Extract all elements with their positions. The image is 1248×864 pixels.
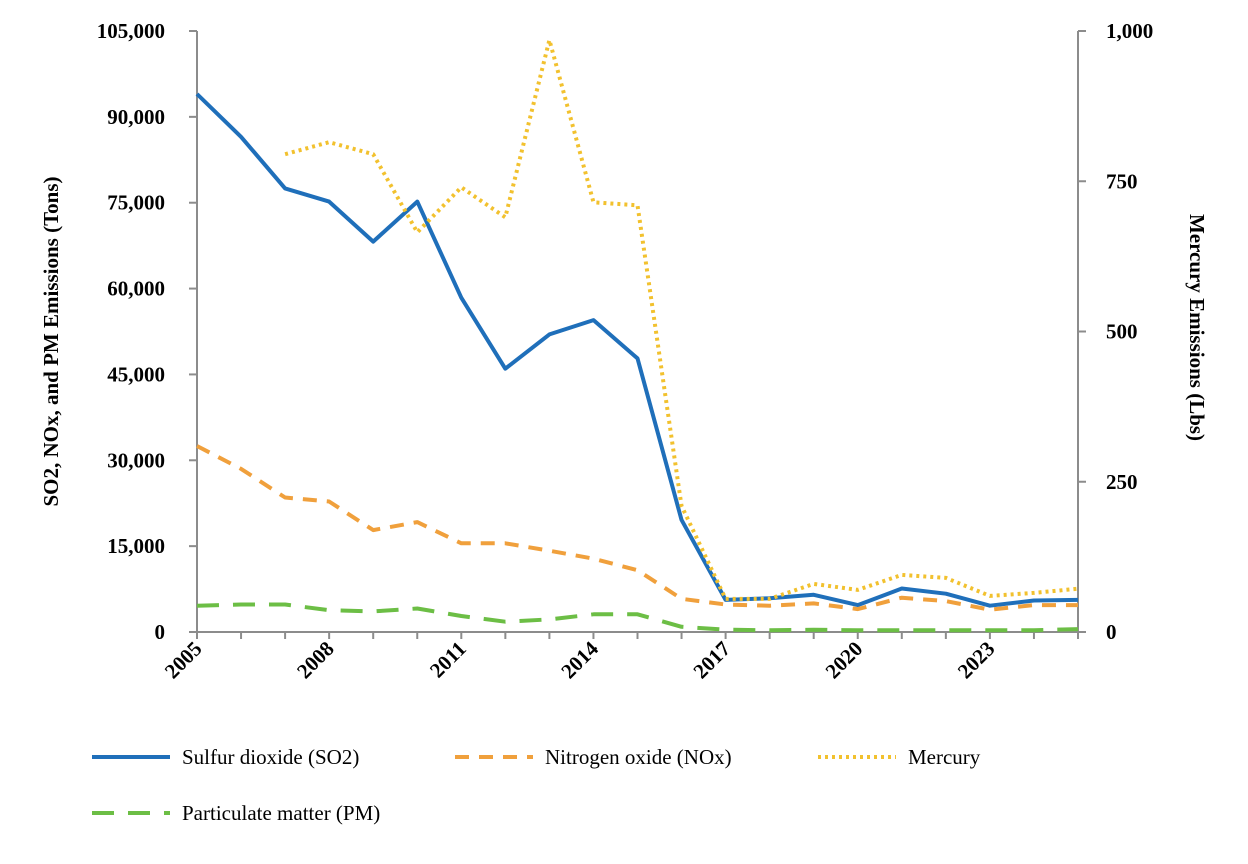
x-tick-label: 2023 (953, 637, 1000, 684)
right-axis-title: Mercury Emissions (Lbs) (1185, 214, 1209, 441)
legend: Sulfur dioxide (SO2) Nitrogen oxide (NOx)… (92, 745, 981, 825)
legend-label: Mercury (908, 745, 981, 769)
axes: 0 15,000 30,000 45,000 60,000 75,000 90,000 105… (39, 19, 1209, 683)
left-tick-label: 45,000 (107, 362, 165, 386)
left-tick-label: 0 (155, 620, 166, 644)
x-tick-label: 2008 (292, 637, 339, 684)
legend-label: Nitrogen oxide (NOx) (545, 745, 732, 769)
right-tick-label: 0 (1106, 620, 1117, 644)
right-tick-label: 750 (1106, 169, 1138, 193)
series-line-4 (196, 602, 1079, 633)
right-tick-label: 250 (1106, 470, 1138, 494)
left-tick-label: 75,000 (107, 191, 165, 215)
x-tick-label: 2017 (688, 637, 735, 684)
series-line-3 (284, 38, 1079, 601)
x-tick-label: 2011 (425, 637, 471, 683)
left-tick-label: 15,000 (107, 534, 165, 558)
series-line-2 (196, 444, 1078, 612)
x-tick-label: 2020 (821, 637, 868, 684)
left-tick-label: 60,000 (107, 277, 165, 301)
legend-label: Sulfur dioxide (SO2) (182, 745, 359, 769)
series-layer (195, 38, 1079, 633)
right-tick-label: 1,000 (1106, 19, 1153, 43)
left-tick-label: 30,000 (107, 448, 165, 472)
right-tick-label: 500 (1106, 320, 1138, 344)
series-line-1 (195, 92, 1079, 608)
legend-label: Particulate matter (PM) (182, 801, 380, 825)
x-tick-label: 2005 (160, 637, 207, 684)
left-tick-label: 90,000 (107, 105, 165, 129)
left-tick-label: 105,000 (97, 19, 165, 43)
left-axis-title: SO2, NOx, and PM Emissions (Tons) (39, 176, 63, 506)
x-tick-label: 2014 (556, 636, 603, 683)
